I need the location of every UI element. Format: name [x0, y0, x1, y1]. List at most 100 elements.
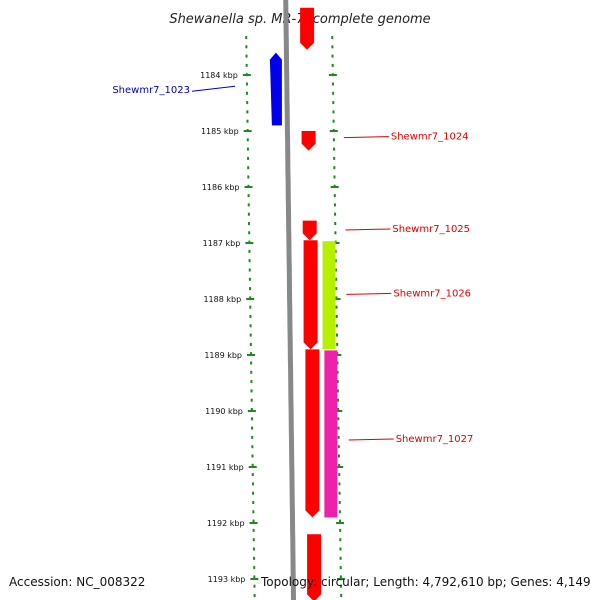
right-ring-dot [336, 380, 339, 384]
right-ring-dot [334, 268, 337, 272]
right-ring-dot [335, 277, 338, 281]
right-ring-dot [331, 63, 334, 67]
gene-arrow[interactable] [300, 7, 315, 50]
right-ring-dot [337, 445, 340, 449]
scale-tick-label: 1186 kbp [202, 183, 240, 192]
left-ring-dot [251, 463, 254, 467]
left-ring-dot [251, 454, 254, 458]
scale-tick-label: 1189 kbp [204, 351, 242, 360]
right-ring-dot [338, 519, 341, 523]
gene-arrow[interactable] [269, 52, 282, 126]
left-ring-dot [245, 63, 248, 67]
left-ring-dot [247, 175, 250, 179]
right-ring-dot [331, 45, 334, 49]
right-ring-dot [335, 324, 338, 328]
gene-label[interactable]: Shewmr7_1026 [393, 288, 471, 299]
gene-leader-line [343, 136, 389, 139]
right-ring-dot [335, 305, 338, 309]
left-ring-dot [248, 231, 251, 235]
left-ring-dot [245, 82, 248, 86]
right-ring-dot [337, 435, 340, 439]
left-ring-dot [248, 277, 251, 281]
gene-arrow[interactable] [301, 131, 316, 151]
left-ring-dot [245, 54, 248, 58]
right-ring-dot [332, 119, 335, 123]
right-ring-dot [334, 231, 337, 235]
gene-arrow[interactable] [307, 534, 322, 600]
right-ring-dot [335, 296, 338, 300]
right-ring-dot [338, 510, 341, 514]
gene-arrow[interactable] [302, 220, 317, 241]
scale-tick-right [328, 74, 337, 76]
left-ring-dot [245, 45, 248, 49]
right-ring-dot [335, 315, 338, 318]
gene-label[interactable]: Shewmr7_1024 [391, 132, 469, 143]
left-ring-dot [251, 426, 254, 430]
label-layer: Shewmr7_1023 Shewmr7_1024 Shewmr7_1025 Shew… [112, 85, 473, 445]
right-ring-dot [339, 547, 342, 551]
right-ring-dot [332, 101, 335, 105]
scale-tick [247, 410, 256, 412]
right-ring-dot [337, 426, 340, 430]
right-ring-dot [340, 594, 343, 597]
scale-tick-right [336, 578, 345, 580]
right-ring-dot [339, 538, 342, 542]
right-ring-dot [337, 454, 340, 458]
right-ring-dot [338, 491, 341, 495]
scale-tick-right [329, 130, 338, 132]
left-ring-dot [248, 249, 251, 253]
left-ring-dot [246, 110, 249, 114]
left-ring-dot [247, 156, 250, 160]
right-ring-dot [338, 501, 341, 504]
gene-leader-line [345, 228, 391, 231]
left-ring-dot [250, 389, 253, 393]
left-ring-dot [251, 482, 254, 486]
left-ring-dot [245, 36, 248, 39]
left-ring-dot [247, 166, 250, 170]
scale-tick-label: 1192 kbp [207, 519, 245, 528]
left-ring-dot [252, 538, 255, 542]
right-ring-dot [332, 82, 334, 86]
gene-arrow[interactable] [303, 240, 318, 350]
right-ring-dot [331, 36, 334, 39]
scale-tick-label: 1190 kbp [205, 407, 243, 416]
left-ring-dot [249, 296, 252, 300]
left-ring-dot [249, 315, 252, 318]
left-ring-dot [246, 147, 249, 151]
left-ring-dot [252, 519, 255, 523]
right-ring-dot [332, 138, 335, 142]
scale-tick [247, 354, 256, 356]
left-ring-dot [247, 194, 250, 198]
scale-tick-right [330, 186, 339, 188]
left-ring-dot [251, 445, 254, 449]
left-ring-dot [247, 212, 250, 216]
right-ring-dot [332, 91, 335, 95]
left-ring-dot [252, 528, 255, 532]
left-ring-dot [249, 333, 252, 337]
genome-summary-text: Topology: circular; Length: 4,792,610 bp… [260, 575, 591, 589]
right-ring-dot [336, 333, 339, 337]
gene-arrow[interactable] [305, 349, 320, 518]
right-ring-dot [334, 249, 337, 253]
gene-label[interactable]: Shewmr7_1027 [396, 434, 474, 445]
left-ring-dot [250, 408, 253, 411]
right-ring-dot [336, 342, 339, 346]
scale-tick-right [335, 466, 344, 468]
feature-bar [322, 241, 336, 350]
gene-label[interactable]: Shewmr7_1023 [112, 85, 190, 96]
right-ring-dot [339, 566, 342, 570]
scale-tick-label: 1184 kbp [200, 71, 238, 80]
scale-tick [248, 466, 257, 468]
left-ring-dot [250, 380, 253, 384]
right-ring-dot [334, 222, 337, 225]
right-ring-dot [336, 361, 339, 365]
right-ring-dot [339, 556, 342, 560]
left-ring-dot [251, 435, 254, 439]
left-ring-dot [250, 398, 253, 402]
right-ring-dot [333, 147, 336, 151]
gene-label[interactable]: Shewmr7_1025 [392, 224, 470, 235]
left-ring-dot [251, 473, 254, 477]
left-ring-dot [250, 417, 253, 421]
left-ring-dot [250, 361, 253, 365]
scale-tick [249, 522, 258, 524]
